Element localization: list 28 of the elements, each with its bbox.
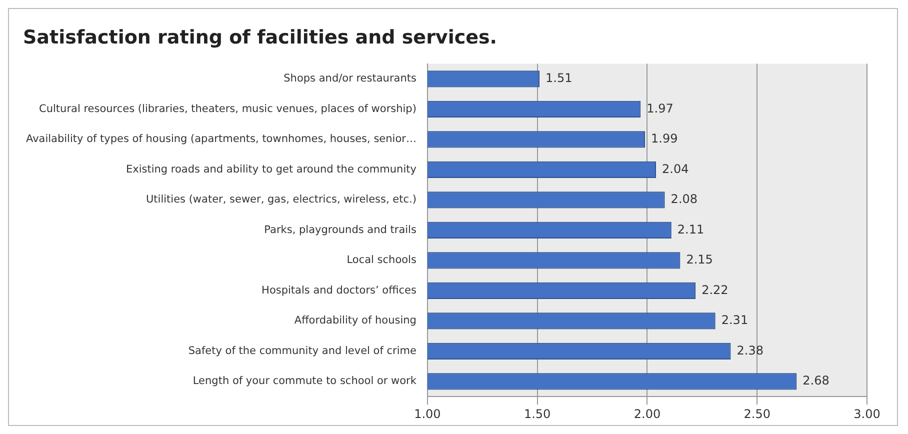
x-tick-label: 2.00: [634, 406, 661, 421]
y-tick-label: Hospitals and doctors’ offices: [262, 284, 416, 296]
data-label: 2.15: [686, 252, 713, 267]
x-tick-label: 1.00: [414, 406, 441, 421]
data-label: 1.97: [646, 101, 674, 116]
y-tick-label: Shops and/or restaurants: [284, 72, 416, 85]
data-label: 2.31: [721, 313, 748, 328]
data-label: 2.38: [736, 343, 764, 358]
y-tick-label: Local schools: [346, 254, 416, 266]
y-tick-label: Safety of the community and level of crime: [188, 344, 416, 357]
y-tick-label: Length of your commute to school or work: [192, 375, 418, 388]
y-tick-label: Utilities (water, sewer, gas, electrics, wireless, etc.): [146, 194, 416, 206]
data-label: 1.51: [546, 71, 572, 86]
y-tick-label: Existing roads and ability to get around the community: [126, 163, 416, 176]
data-label: 2.04: [662, 162, 689, 176]
data-label: 2.08: [670, 192, 698, 206]
data-label: 1.99: [651, 132, 678, 146]
data-label: 2.22: [702, 282, 728, 297]
data-label: 2.11: [677, 222, 704, 236]
y-tick-label: Availability of types of housing (apartments, townhomes, houses, senior…: [26, 133, 416, 146]
data-label: 2.68: [802, 374, 830, 388]
y-tick-label: Parks, playgrounds and trails: [264, 224, 416, 236]
y-tick-label: Affordability of housing: [294, 314, 416, 327]
x-tick-label: 2.50: [744, 406, 770, 421]
text: Satisfaction rating of facilities and services.: [23, 26, 498, 48]
x-tick-label: 1.50: [524, 406, 551, 421]
x-tick-label: 3.00: [854, 406, 880, 421]
y-tick-label: Cultural resources (libraries, theaters, music venues, places of worship): [39, 102, 416, 115]
